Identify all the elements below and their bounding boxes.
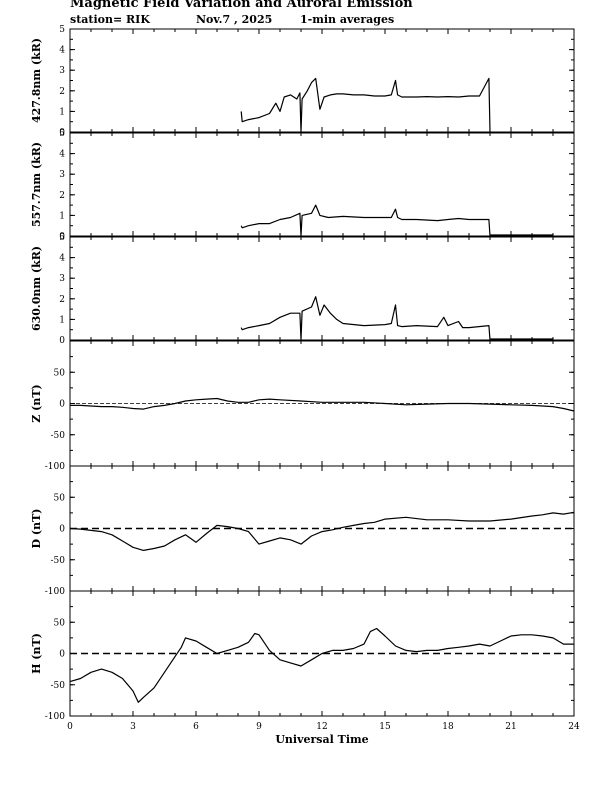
x-axis-label: Universal Time	[275, 733, 368, 746]
y-tick-label: 3	[59, 170, 65, 180]
y-tick-label: 1	[59, 315, 65, 325]
y-tick-label: -50	[51, 556, 66, 566]
y-tick-label: 2	[59, 295, 65, 305]
x-tick-label: 6	[193, 722, 199, 732]
y-tick-label: -50	[51, 431, 66, 441]
series-line	[240, 204, 553, 237]
y-tick-label: 2	[59, 191, 65, 201]
y-tick-label: 3	[59, 274, 65, 284]
x-tick-label: 12	[316, 722, 327, 732]
panel-frame	[69, 132, 575, 237]
y-tick-label: -50	[51, 681, 66, 691]
y-axis-label: 630.0nm (kR)	[30, 246, 43, 331]
series-line	[69, 627, 574, 703]
series-line	[69, 511, 575, 551]
y-tick-label: 5	[59, 25, 65, 35]
y-tick-label: -100	[45, 462, 65, 472]
y-axis-label: 427.8nm (kR)	[30, 38, 43, 123]
averaging-label: 1-min averages	[300, 13, 395, 26]
y-axis-label: Z (nT)	[30, 384, 43, 422]
series-line	[240, 296, 553, 341]
y-tick-label: 1	[59, 211, 65, 221]
chart-title: Magnetic Field Variation and Auroral Emi…	[70, 0, 413, 11]
y-tick-label: 3	[59, 66, 65, 76]
y-tick-label: 0	[59, 128, 65, 138]
x-tick-label: 9	[256, 722, 262, 732]
y-axis-label: D (nT)	[30, 509, 43, 549]
y-tick-label: 50	[54, 618, 66, 628]
panel-frame	[69, 236, 575, 341]
x-tick-label: 18	[442, 722, 454, 732]
x-tick-label: 15	[379, 722, 391, 732]
y-tick-label: 50	[54, 368, 66, 378]
y-axis-label: 557.7nm (kR)	[30, 142, 43, 227]
y-tick-label: 4	[59, 150, 65, 160]
panel-frame	[69, 28, 575, 133]
y-tick-label: -100	[45, 587, 65, 597]
station-label: station= RIK	[70, 13, 150, 26]
y-tick-label: 0	[59, 650, 65, 660]
y-tick-label: 0	[59, 400, 65, 410]
y-tick-label: -100	[45, 712, 65, 722]
y-tick-label: 0	[59, 336, 65, 346]
x-tick-label: 0	[67, 722, 73, 732]
y-tick-label: 0	[59, 525, 65, 535]
y-tick-label: 5	[59, 233, 65, 243]
y-tick-label: 5	[59, 129, 65, 139]
date-label: Nov.7 , 2025	[196, 13, 273, 26]
y-tick-label: 0	[59, 232, 65, 242]
y-tick-label: 50	[54, 493, 66, 503]
series-line	[240, 77, 491, 133]
x-tick-label: 3	[130, 722, 136, 732]
y-axis-label: H (nT)	[30, 633, 43, 674]
x-tick-label: 24	[568, 722, 580, 732]
series-line	[70, 397, 575, 412]
y-tick-label: 4	[59, 46, 65, 56]
y-tick-label: 4	[59, 254, 65, 264]
x-tick-label: 21	[505, 722, 516, 732]
panel-frame	[69, 465, 575, 592]
y-tick-label: 1	[59, 107, 65, 117]
y-tick-label: 2	[59, 87, 65, 97]
